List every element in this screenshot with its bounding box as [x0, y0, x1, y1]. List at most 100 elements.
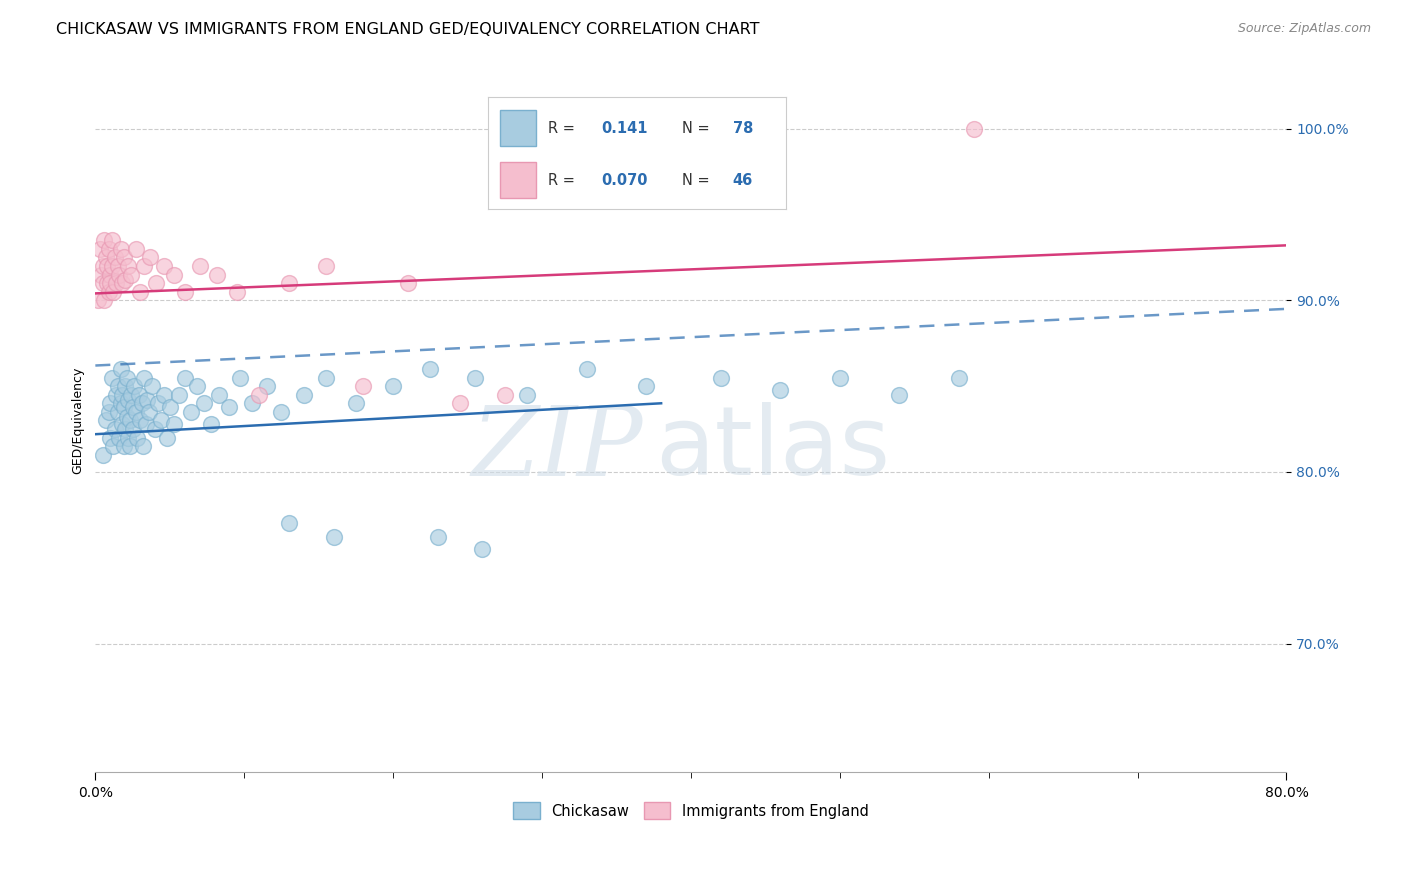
Point	[87, 293, 110, 308]
Point	[471, 542, 494, 557]
Point	[710, 370, 733, 384]
Point	[134, 259, 156, 273]
Point	[270, 405, 292, 419]
Point	[115, 370, 138, 384]
Point	[494, 387, 516, 401]
Point	[111, 276, 134, 290]
Point	[97, 405, 120, 419]
Point	[156, 431, 179, 445]
Point	[110, 242, 132, 256]
Point	[352, 379, 374, 393]
Point	[828, 370, 851, 384]
Point	[117, 259, 139, 273]
Point	[419, 362, 441, 376]
Y-axis label: GED/Equivalency: GED/Equivalency	[72, 367, 84, 475]
Point	[134, 370, 156, 384]
Point	[112, 251, 135, 265]
Text: Source: ZipAtlas.com: Source: ZipAtlas.com	[1237, 22, 1371, 36]
Point	[315, 370, 337, 384]
Point	[122, 379, 145, 393]
Point	[153, 259, 176, 273]
Point	[114, 379, 136, 393]
Point	[112, 400, 135, 414]
Point	[464, 370, 486, 384]
Point	[117, 431, 139, 445]
Point	[963, 121, 986, 136]
Point	[100, 233, 122, 247]
Point	[207, 268, 229, 282]
Point	[173, 285, 195, 299]
Text: atlas: atlas	[655, 402, 890, 495]
Point	[247, 387, 270, 401]
Point	[135, 417, 157, 431]
Point	[124, 405, 146, 419]
Point	[105, 387, 128, 401]
Point	[111, 387, 134, 401]
Point	[396, 276, 419, 290]
Point	[315, 259, 337, 273]
Point	[107, 259, 129, 273]
Point	[277, 276, 299, 290]
Point	[91, 259, 114, 273]
Point	[124, 242, 146, 256]
Point	[121, 400, 143, 414]
Point	[118, 439, 141, 453]
Point	[97, 285, 120, 299]
Point	[105, 276, 128, 290]
Point	[90, 268, 112, 282]
Point	[128, 387, 150, 401]
Point	[769, 383, 792, 397]
Point	[100, 370, 122, 384]
Point	[94, 251, 117, 265]
Text: ZIP: ZIP	[472, 401, 644, 496]
Point	[188, 259, 211, 273]
Point	[146, 396, 169, 410]
Point	[114, 273, 136, 287]
Point	[112, 439, 135, 453]
Point	[218, 400, 240, 414]
Point	[516, 387, 538, 401]
Point	[103, 285, 125, 299]
Point	[98, 396, 121, 410]
Point	[193, 396, 215, 410]
Point	[138, 405, 160, 419]
Point	[159, 400, 181, 414]
Point	[426, 530, 449, 544]
Point	[120, 268, 142, 282]
Point	[636, 379, 658, 393]
Point	[139, 251, 162, 265]
Point	[129, 413, 152, 427]
Point	[344, 396, 367, 410]
Point	[120, 387, 142, 401]
Point	[292, 387, 315, 401]
Point	[121, 422, 143, 436]
Point	[163, 268, 186, 282]
Point	[163, 417, 186, 431]
Point	[111, 417, 134, 431]
Point	[153, 387, 176, 401]
Point	[229, 370, 252, 384]
Point	[96, 276, 118, 290]
Point	[98, 268, 121, 282]
Point	[173, 370, 195, 384]
Point	[118, 413, 141, 427]
Point	[104, 422, 127, 436]
Point	[129, 285, 152, 299]
Point	[110, 396, 132, 410]
Text: CHICKASAW VS IMMIGRANTS FROM ENGLAND GED/EQUIVALENCY CORRELATION CHART: CHICKASAW VS IMMIGRANTS FROM ENGLAND GED…	[56, 22, 759, 37]
Point	[382, 379, 405, 393]
Point	[256, 379, 278, 393]
Point	[143, 422, 166, 436]
Point	[277, 516, 299, 531]
Legend: Chickasaw, Immigrants from England: Chickasaw, Immigrants from England	[508, 797, 875, 825]
Point	[107, 379, 129, 393]
Point	[94, 413, 117, 427]
Point	[948, 370, 970, 384]
Point	[889, 387, 911, 401]
Point	[93, 233, 115, 247]
Point	[100, 259, 122, 273]
Point	[115, 410, 138, 425]
Point	[225, 285, 247, 299]
Point	[125, 431, 148, 445]
Point	[322, 530, 344, 544]
